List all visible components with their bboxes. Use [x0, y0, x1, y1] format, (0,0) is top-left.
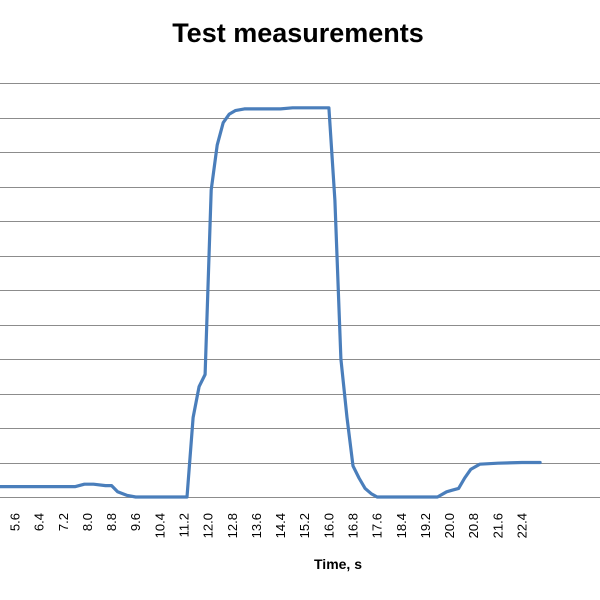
x-tick-label: 9.6 — [128, 513, 143, 531]
x-tick-label: 11.2 — [177, 513, 192, 537]
x-tick-label: 6.4 — [32, 513, 47, 531]
x-tick-label: 8.0 — [80, 513, 95, 531]
x-tick-label: 12.8 — [225, 513, 240, 538]
x-axis-label: Time, s — [314, 556, 362, 572]
x-tick-label: 22.4 — [515, 513, 530, 538]
x-tick-label: 20.8 — [466, 513, 481, 538]
x-tick-label: 16.0 — [321, 513, 336, 538]
x-tick-label: 18.4 — [394, 513, 409, 538]
x-tick-label: 20.0 — [442, 513, 457, 538]
x-tick-label: 21.6 — [490, 513, 505, 538]
x-tick-label: 8.8 — [104, 513, 119, 531]
chart-title: Test measurements — [172, 18, 424, 48]
x-tick-label: 10.4 — [152, 513, 167, 538]
x-tick-label: 14.4 — [273, 513, 288, 538]
x-tick-label: 5.6 — [8, 513, 23, 531]
x-tick-label: 19.2 — [418, 513, 433, 538]
x-tick-label: 17.6 — [370, 513, 385, 538]
x-tick-label: 15.2 — [297, 513, 312, 538]
gridlines — [0, 83, 600, 498]
x-tick-label: 16.8 — [346, 513, 361, 538]
x-tick-label: 7.2 — [56, 513, 71, 531]
x-tick-label: 12.0 — [201, 513, 216, 538]
series-line — [0, 106, 542, 499]
x-tick-label: 13.6 — [249, 513, 264, 538]
series-group — [0, 106, 542, 499]
x-axis-ticks: 5.6 6.4 7.2 8.0 8.8 9.6 10.4 11.2 12.0 12.8 13.6 14… — [8, 513, 530, 538]
